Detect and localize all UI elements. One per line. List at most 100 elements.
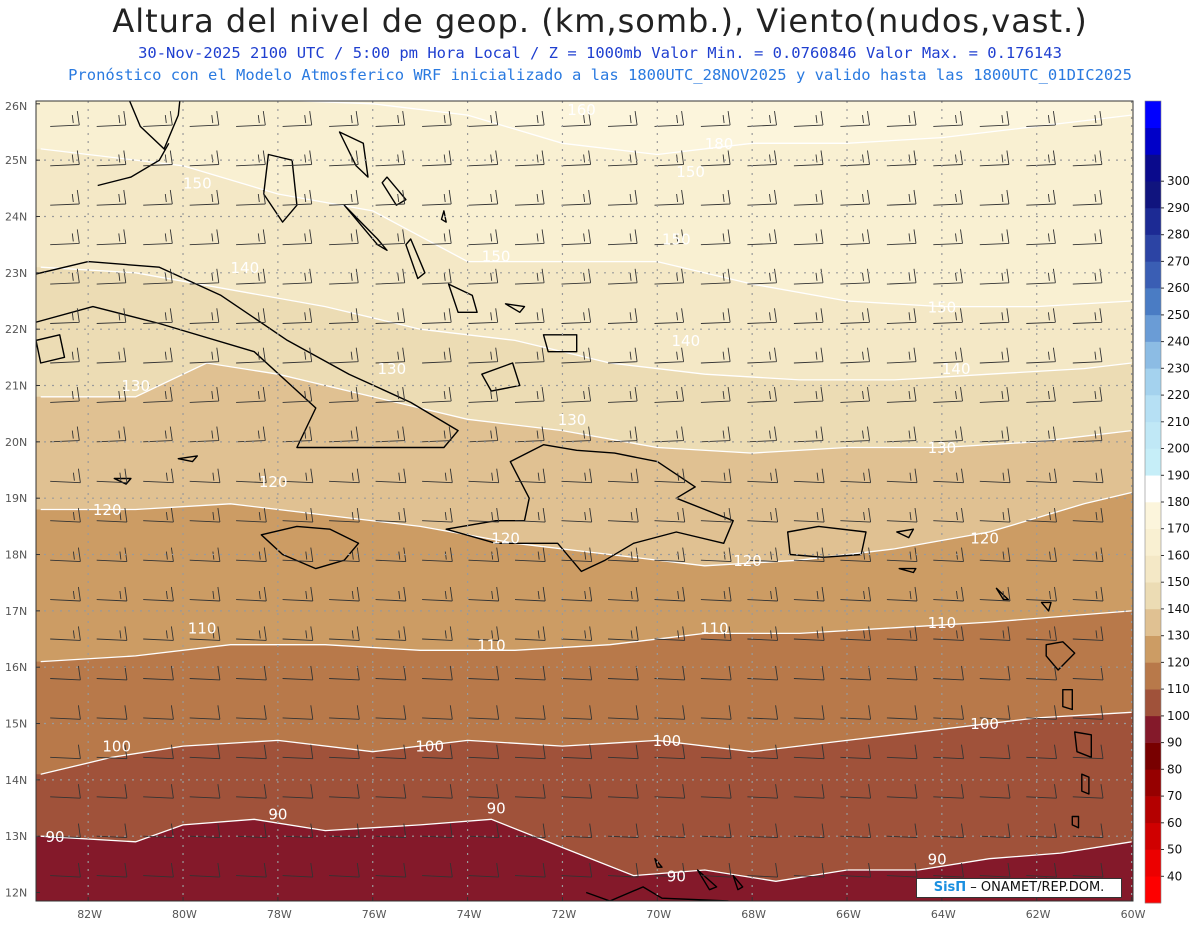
coastline-long-island [405,238,426,280]
contour-label: 130 [928,439,957,457]
colorbar-label: 220 [1167,388,1190,402]
wind-barb [282,308,313,324]
wind-barb [236,308,266,324]
contour-labels: 1601501801501501501501401401401301301301… [46,101,999,885]
coastline-grand-bahama [231,59,283,76]
wind-barb [840,189,870,206]
wind-barb [50,308,80,324]
wind-barb [654,784,686,799]
wind-barb [979,150,1010,167]
wind-barb [561,468,593,484]
wind-barb [189,268,220,285]
wind-barb [1026,229,1056,246]
coastline-mayaguana [504,303,526,313]
wind-barb [840,586,872,602]
wind-barb [236,468,267,484]
wind-barb [468,229,499,246]
wind-barb [700,508,732,523]
wind-barb [236,823,267,839]
wind-barb [979,347,1010,364]
colorbar-swatch [1145,662,1161,690]
contour-lines [40,101,1132,882]
wind-barb [96,111,127,127]
wind-barb [793,111,824,127]
wind-barb [236,665,267,681]
wind-barb [607,150,638,167]
wind-barb [700,547,732,563]
wind-barb [933,547,964,563]
wind-barb [747,508,779,523]
wind-barb [933,150,963,167]
wind-barb [933,705,964,720]
wind-barb [607,626,639,641]
wind-barb [189,189,220,206]
wind-barb [886,150,917,167]
wind-barb [933,268,963,285]
wind-barb [96,387,127,403]
wind-barb [96,150,127,167]
wind-barb [236,426,266,443]
wind-barb [979,468,1011,484]
wind-barb [236,268,266,285]
wind-barb [561,426,592,443]
contour-label: 100 [415,738,444,756]
wind-barb [1026,150,1056,167]
wind-barb [747,547,779,563]
wind-barb [50,426,80,443]
wind-barb [886,665,918,681]
wind-barb [886,744,918,760]
wind-barb [700,268,731,285]
wind-barb [514,229,545,246]
wind-barb [561,784,593,799]
lat-label: 26N [5,100,27,113]
colorbar-swatch [1145,421,1161,449]
wind-barb [514,308,545,324]
isoline-90 [40,818,1132,882]
wind-barb [189,744,221,760]
contour-label: 100 [653,732,682,750]
wind-barb [654,189,685,206]
colorbar-label: 130 [1167,629,1190,643]
colorbar-label: 110 [1167,682,1190,696]
contour-label: 150 [482,248,511,266]
wind-barb [1072,626,1104,641]
wind-barb [50,229,80,246]
coastline-florida [128,101,181,151]
lat-label: 22N [5,323,27,336]
wind-barb [840,665,872,681]
wind-barb [143,347,173,364]
wind-barb [96,308,127,324]
wind-barb [933,823,964,839]
wind-barb [747,426,777,443]
wind-barb [514,823,546,839]
wind-barb [143,626,174,641]
wind-barb [468,508,500,523]
wind-barb [886,863,918,878]
wind-barb [514,426,545,443]
wind-barb [933,508,964,523]
wind-barb [468,189,499,206]
colorbar-label: 80 [1167,762,1182,776]
wind-barb [422,508,453,523]
wind-barb [1026,586,1057,602]
wind-barb [143,744,174,760]
wind-barb [329,347,359,364]
wind-barb [50,468,81,484]
wind-barb [189,863,221,878]
wind-barb [143,705,174,720]
coastline-dominica [1062,689,1073,711]
wind-barb [514,111,545,127]
isoline-110 [40,610,1132,663]
wind-barb [282,189,313,206]
wind-barb [50,268,80,285]
wind-barb [236,229,266,246]
wind-barb [747,626,779,641]
wind-barb [468,784,500,799]
wind-barb [886,268,917,285]
colorbar-label: 50 [1167,843,1182,857]
wind-barb [189,150,220,167]
contour-label: 120 [733,552,762,570]
wind-barb [96,189,127,206]
colorbar-label: 190 [1167,468,1190,482]
wind-barb [933,744,964,760]
